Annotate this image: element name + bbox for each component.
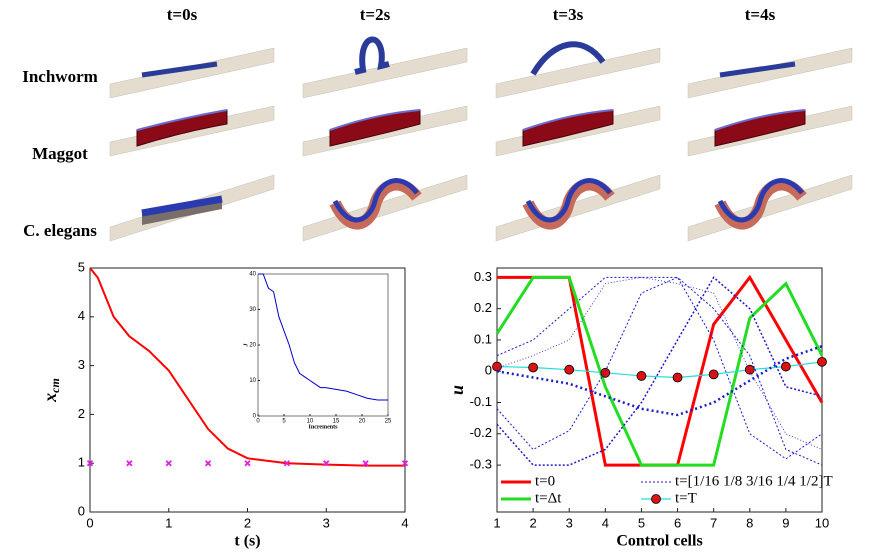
y-tick-label: 0.1 bbox=[474, 331, 492, 346]
y-tick-label: 0 bbox=[78, 503, 85, 518]
ground-slab bbox=[688, 48, 852, 98]
column-label: t=2s bbox=[360, 5, 391, 24]
legend-label: t=[1/16 1/8 3/16 1/4 1/2]T bbox=[675, 473, 833, 489]
simulation-image bbox=[303, 39, 467, 98]
marker bbox=[529, 363, 538, 372]
y-tick-label: 0.2 bbox=[474, 300, 492, 315]
marker bbox=[637, 371, 646, 380]
y-tick-label: 10 bbox=[249, 378, 256, 384]
y-tick-label: 2 bbox=[78, 406, 85, 421]
x-tick-label: 1 bbox=[165, 515, 172, 530]
row-label: C. elegans bbox=[23, 221, 97, 240]
y-tick-label: 0 bbox=[485, 363, 492, 378]
body bbox=[523, 110, 613, 146]
body bbox=[715, 110, 805, 146]
x-tick-label: 4 bbox=[401, 515, 408, 530]
x-tick-label: 5 bbox=[638, 515, 645, 530]
y-tick-label: 3 bbox=[78, 357, 85, 372]
y-tick-label: 40 bbox=[249, 272, 256, 278]
simulation-image bbox=[303, 175, 467, 241]
body bbox=[330, 110, 420, 146]
simulation-image bbox=[303, 106, 467, 156]
x-tick-label: 0 bbox=[86, 515, 93, 530]
legend-label: t=0 bbox=[535, 473, 555, 489]
simulation-image bbox=[688, 48, 852, 98]
marker bbox=[745, 365, 754, 374]
y-tick-label: 4 bbox=[78, 308, 85, 323]
marker bbox=[818, 357, 827, 366]
column-label: t=3s bbox=[553, 5, 584, 24]
y-tick-label: 5 bbox=[78, 259, 85, 274]
y-axis-label: xcm bbox=[40, 378, 62, 403]
column-label: t=4s bbox=[745, 5, 776, 24]
y-tick-label: 30 bbox=[249, 307, 256, 313]
ground-slab bbox=[496, 48, 660, 98]
x-tick-label: 4 bbox=[602, 515, 609, 530]
x-axis-label: Increments bbox=[309, 424, 339, 430]
x-tick-label: 25 bbox=[385, 419, 392, 425]
marker bbox=[565, 365, 574, 374]
x-axis-label: t (s) bbox=[234, 533, 260, 550]
x-tick-label: 2 bbox=[529, 515, 536, 530]
x-tick-label: 1 bbox=[493, 515, 500, 530]
row-label: Inchworm bbox=[22, 67, 98, 86]
marker bbox=[601, 368, 610, 377]
legend-label: t=Δt bbox=[535, 490, 562, 506]
marker bbox=[673, 373, 682, 382]
row-label: Maggot bbox=[32, 144, 88, 163]
y-axis-label: u bbox=[447, 385, 467, 395]
simulation-image bbox=[688, 175, 852, 241]
y-tick-label: -0.2 bbox=[470, 425, 492, 440]
simulation-image bbox=[496, 175, 660, 241]
body bbox=[355, 39, 389, 72]
figure: t=0s t=2s t=3s t=4s Inchworm Maggot C. elegans… bbox=[0, 0, 879, 554]
y-tick-label: 20 bbox=[249, 343, 256, 349]
x-tick-label: 9 bbox=[782, 515, 789, 530]
legend-label: t=T bbox=[675, 490, 697, 506]
y-tick-label: 0.3 bbox=[474, 269, 492, 284]
x-tick-label: 3 bbox=[323, 515, 330, 530]
simulation-image bbox=[496, 44, 660, 98]
plot-area bbox=[258, 274, 388, 416]
y-tick-label: -0.1 bbox=[470, 394, 492, 409]
simulation-image bbox=[110, 175, 274, 241]
marker bbox=[493, 362, 502, 371]
column-label: t=0s bbox=[167, 5, 198, 24]
x-tick-label: 2 bbox=[244, 515, 251, 530]
y-tick-label: -0.3 bbox=[470, 457, 492, 472]
x-tick-label: 7 bbox=[710, 515, 717, 530]
legend-swatch bbox=[652, 495, 661, 504]
x-tick-label: 20 bbox=[359, 419, 366, 425]
ground-slab bbox=[110, 48, 274, 98]
simulation-image bbox=[110, 106, 274, 156]
y-axis-label-sub: cm bbox=[48, 378, 62, 393]
ground-slab bbox=[303, 48, 467, 98]
marker bbox=[709, 370, 718, 379]
simulation-image bbox=[110, 48, 274, 98]
x-axis-label: Control cells bbox=[616, 533, 702, 550]
x-tick-label: 10 bbox=[815, 515, 829, 530]
x-tick-label: 6 bbox=[674, 515, 681, 530]
marker bbox=[781, 362, 790, 371]
simulation-image bbox=[496, 106, 660, 156]
x-tick-label: 8 bbox=[746, 515, 753, 530]
y-tick-label: 1 bbox=[78, 455, 85, 470]
simulation-image bbox=[688, 106, 852, 156]
x-tick-label: 3 bbox=[566, 515, 573, 530]
